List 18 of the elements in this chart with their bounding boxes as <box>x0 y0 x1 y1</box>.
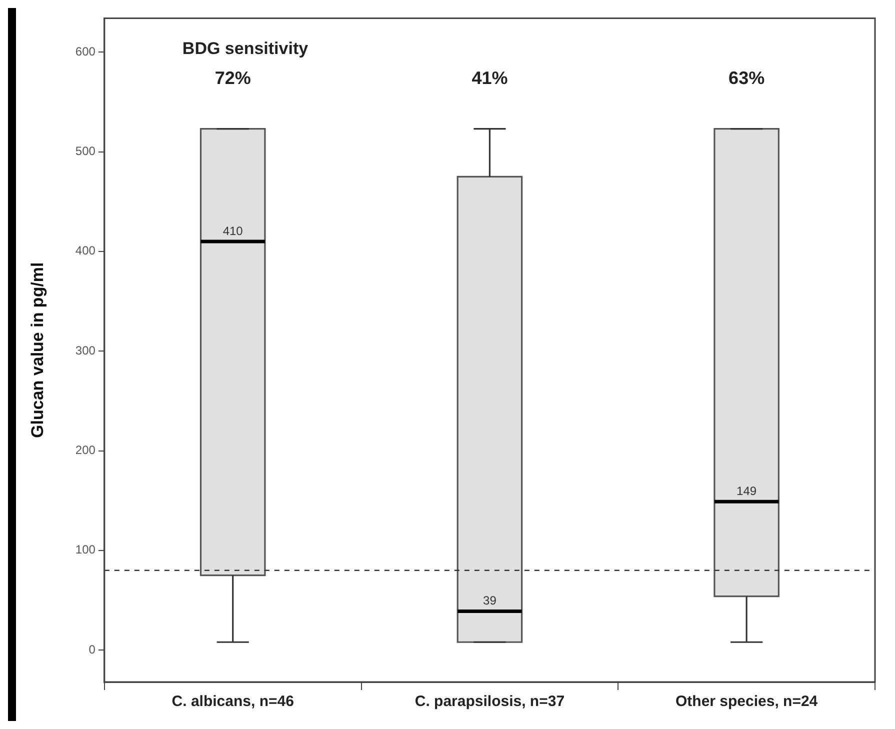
x-tick-label: Other species, n=24 <box>675 693 818 710</box>
y-tick-label: 0 <box>88 642 96 656</box>
annotation: 39 <box>483 594 497 608</box>
y-tick-label: 200 <box>75 443 96 458</box>
annotation: 410 <box>222 224 244 238</box>
y-tick-label: 300 <box>75 343 96 358</box>
y-tick-label: 100 <box>75 542 96 557</box>
y-tick-label: 400 <box>75 244 96 258</box>
annotation: BDG sensitivity <box>182 38 309 58</box>
y-tick-label: 500 <box>75 144 96 158</box>
x-tick-label: C. parapsilosis, n=37 <box>414 693 565 710</box>
y-axis-title: Glucan value in pg/ml <box>28 262 47 438</box>
annotation: 149 <box>736 484 757 498</box>
x-tick-label: C. albicans, n=46 <box>172 693 294 710</box>
annotation: 63% <box>728 68 765 88</box>
annotation: 41% <box>472 68 508 88</box>
annotation: 72% <box>214 68 251 88</box>
y-tick-label: 600 <box>75 44 96 58</box>
